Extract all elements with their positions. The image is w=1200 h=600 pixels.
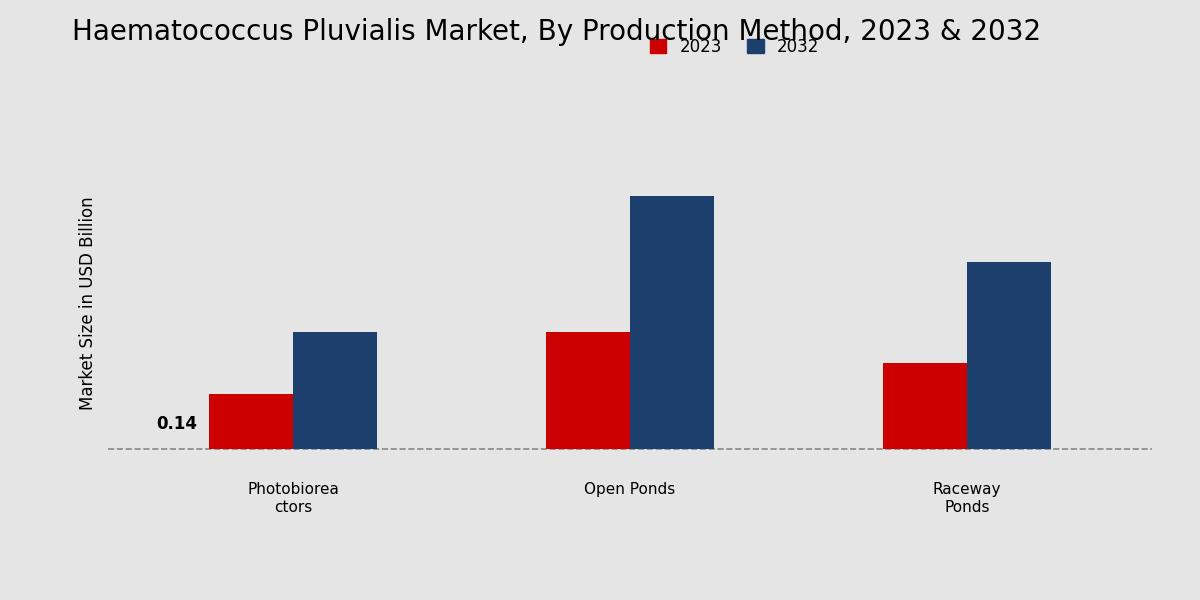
Bar	[882, 363, 967, 449]
Legend: 2023, 2032: 2023, 2032	[643, 31, 826, 62]
Text: 0.14: 0.14	[156, 415, 197, 433]
Bar	[209, 394, 293, 449]
Y-axis label: Market Size in USD Billion: Market Size in USD Billion	[79, 196, 97, 410]
Text: Haematococcus Pluvialis Market, By Production Method, 2023 & 2032: Haematococcus Pluvialis Market, By Produ…	[72, 18, 1042, 46]
Bar	[546, 332, 630, 449]
Bar	[630, 196, 714, 449]
Bar	[967, 262, 1051, 449]
Bar	[293, 332, 378, 449]
